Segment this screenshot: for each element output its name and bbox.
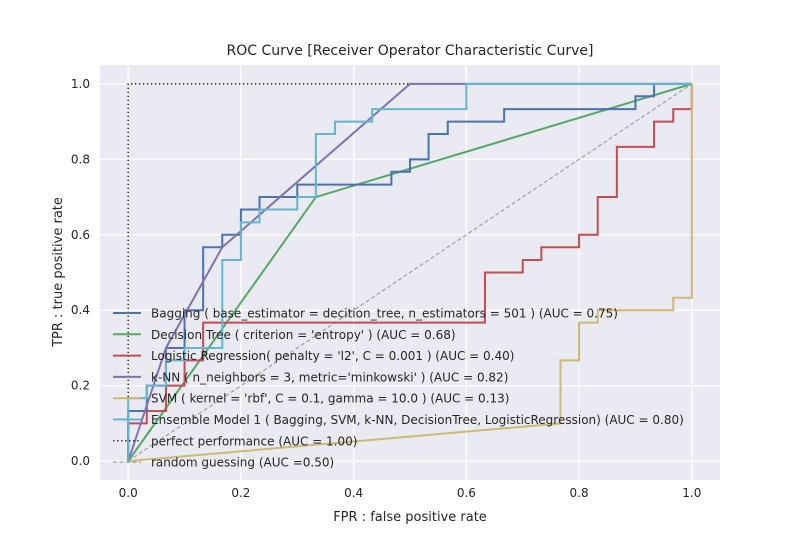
legend-label: Bagging ( base_estimator = decition_tree… bbox=[151, 307, 618, 321]
legend-label: perfect performance (AUC = 1.00) bbox=[151, 434, 357, 448]
tick-labels: 0.0 0.2 0.4 0.6 0.8 1.0 0.0 0.2 0.4 0.6 0.8 1.0 bbox=[71, 77, 701, 500]
y-tick-label: 0.4 bbox=[71, 303, 90, 317]
legend-label: SVM ( kernel = 'rbf', C = 0.1, gamma = 1… bbox=[151, 392, 509, 406]
x-tick-label: 0.6 bbox=[457, 486, 476, 500]
x-tick-label: 0.4 bbox=[344, 486, 363, 500]
y-tick-label: 0.6 bbox=[71, 228, 90, 242]
legend: Bagging ( base_estimator = decition_tree… bbox=[113, 307, 684, 470]
y-tick-label: 0.0 bbox=[71, 454, 90, 468]
series-line bbox=[127, 83, 693, 462]
series-line bbox=[127, 82, 692, 462]
y-axis-label: TPR : true positive rate bbox=[51, 197, 66, 348]
x-tick-label: 0.8 bbox=[570, 486, 589, 500]
legend-label: Decision Tree ( criterion = 'entropy' ) … bbox=[151, 328, 456, 342]
x-tick-label: 0.2 bbox=[231, 486, 250, 500]
series-layer bbox=[127, 82, 693, 463]
y-tick-label: 0.2 bbox=[71, 379, 90, 393]
x-tick-label: 1.0 bbox=[682, 486, 701, 500]
y-tick-label: 0.8 bbox=[71, 152, 90, 166]
y-tick-label: 1.0 bbox=[71, 77, 90, 91]
series-line bbox=[127, 82, 692, 462]
chart-title: ROC Curve [Receiver Operator Characteris… bbox=[227, 43, 594, 59]
legend-label: k-NN ( n_neighbors = 3, metric='minkowsk… bbox=[151, 370, 508, 384]
x-tick-label: 0.0 bbox=[119, 486, 138, 500]
legend-label: random guessing (AUC =0.50) bbox=[151, 456, 334, 470]
x-axis-label: FPR : false positive rate bbox=[333, 510, 487, 525]
legend-label: Ensemble Model 1 ( Bagging, SVM, k-NN, D… bbox=[151, 413, 684, 427]
legend-label: Logistic Regression( penalty = 'l2', C =… bbox=[151, 349, 514, 363]
series-line bbox=[127, 83, 693, 462]
series-line bbox=[128, 83, 693, 463]
